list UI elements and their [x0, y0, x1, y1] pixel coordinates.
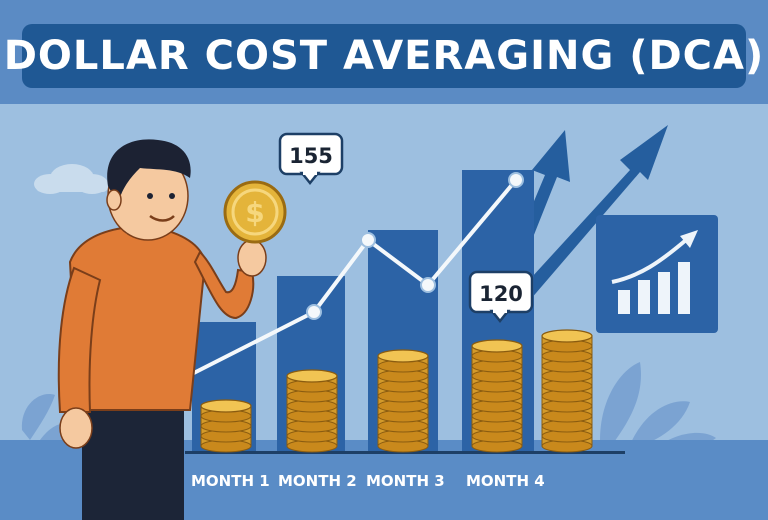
month-label-2: MONTH 2: [278, 472, 357, 490]
callout-value: 155: [289, 144, 333, 168]
coin-stack: [471, 339, 523, 453]
left-hand: [59, 407, 93, 449]
investor-person: [57, 139, 267, 520]
dollar-coin-icon: $: [223, 180, 287, 244]
coin-top: [377, 349, 429, 363]
coin-top: [471, 339, 523, 353]
coin-symbol: $: [245, 196, 264, 229]
right-hand: [237, 239, 267, 277]
cloud-icon: [34, 164, 108, 194]
trend-point: [306, 304, 322, 320]
month-label-3: MONTH 3: [366, 472, 445, 490]
coin-top: [541, 329, 593, 343]
pants: [82, 392, 184, 520]
coin-top: [200, 399, 252, 413]
price-callout-2: 120: [468, 270, 534, 324]
trend-point: [420, 277, 436, 293]
trend-point: [360, 232, 376, 248]
title-banner: DOLLAR COST AVERAGING (DCA): [4, 24, 763, 88]
trend-line: [179, 172, 524, 382]
trend-point: [508, 172, 524, 188]
coin-stack: [286, 369, 338, 453]
eye: [147, 193, 153, 199]
chart-baseline: [185, 451, 625, 454]
coin-stack: [377, 349, 429, 453]
plant-right: [600, 362, 716, 452]
growth-chart-icon: [596, 215, 718, 333]
coin-stack: [541, 329, 593, 453]
eye: [169, 193, 175, 199]
coin-stacks: [200, 329, 593, 453]
title-bar: DOLLAR COST AVERAGING (DCA): [0, 0, 768, 104]
month-label-1: MONTH 1: [191, 472, 270, 490]
price-callout-1: 155: [278, 132, 344, 186]
coin-stack: [200, 399, 252, 453]
coin-top: [286, 369, 338, 383]
hair: [107, 139, 191, 204]
page-title: DOLLAR COST AVERAGING (DCA): [3, 33, 765, 79]
growth-arrow-front: [520, 125, 668, 300]
ear: [106, 189, 122, 211]
smile: [149, 214, 175, 222]
callout-value: 120: [479, 282, 523, 306]
month-label-4: MONTH 4: [466, 472, 545, 490]
